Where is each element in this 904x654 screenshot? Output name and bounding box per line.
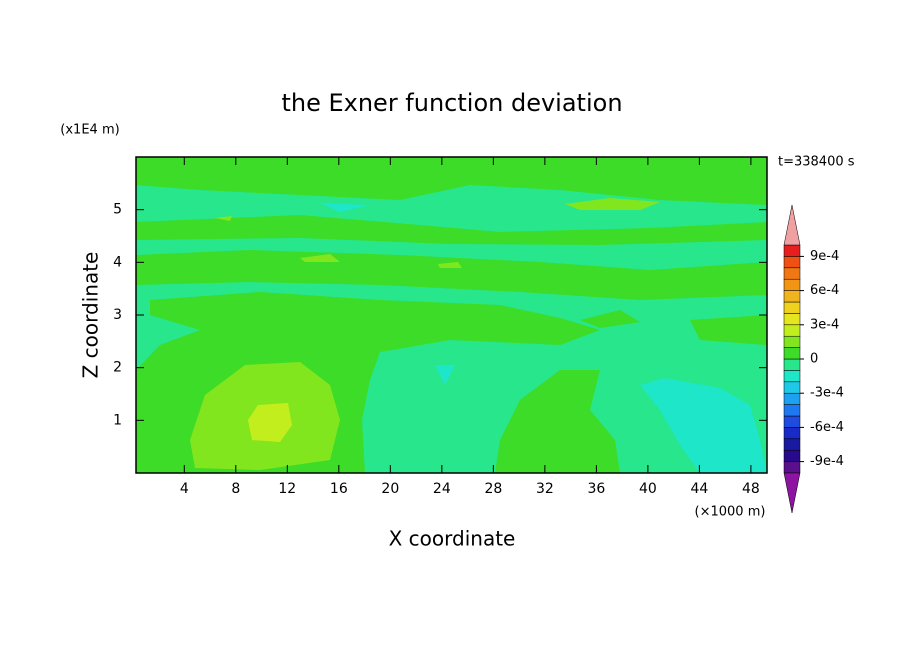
- chart-title: the Exner function deviation: [281, 89, 622, 117]
- x-tick-label: 36: [587, 481, 605, 497]
- x-tick-label: 28: [484, 481, 502, 497]
- colorbar-box: [783, 256, 801, 269]
- colorbar-tick-label: -3e-4: [810, 386, 844, 401]
- contour-region: [136, 215, 767, 245]
- contour-region: [495, 370, 620, 473]
- colorbar-box: [783, 461, 801, 474]
- contour-region: [136, 157, 767, 205]
- colorbar-box: [783, 392, 801, 405]
- colorbar-box: [783, 313, 801, 326]
- y-tick-label: 5: [113, 202, 122, 218]
- colorbar-tick-label: 6e-4: [810, 283, 839, 298]
- contour-region: [248, 403, 292, 442]
- colorbar-box: [783, 427, 801, 440]
- colorbar-tick-label: 0: [810, 352, 818, 367]
- colorbar-box: [783, 335, 801, 348]
- contour-field: [136, 157, 767, 473]
- colorbar-box: [783, 404, 801, 417]
- contour-region: [136, 250, 767, 300]
- colorbar-over: [783, 204, 801, 246]
- contour-region: [320, 203, 767, 473]
- x-tick-label: 8: [231, 481, 240, 497]
- colorbar-box: [783, 415, 801, 428]
- y-tick-label: 2: [113, 360, 122, 376]
- y-unit: (x1E4 m): [60, 123, 119, 138]
- x-tick-label: 48: [742, 481, 760, 497]
- colorbar-box: [783, 370, 801, 383]
- colorbar-tick-label: -6e-4: [810, 420, 844, 435]
- colorbar-box: [783, 244, 801, 257]
- x-axis-label: X coordinate: [389, 527, 516, 551]
- contour-region: [215, 198, 660, 268]
- time-label: t=338400 s: [778, 155, 855, 170]
- x-tick-label: 4: [180, 481, 189, 497]
- colorbar-box: [783, 358, 801, 371]
- colorbar-box: [783, 301, 801, 314]
- x-tick-label: 24: [433, 481, 451, 497]
- colorbar-box: [783, 290, 801, 303]
- colorbar-under: [783, 472, 801, 514]
- x-tick-label: 16: [330, 481, 348, 497]
- colorbar-box: [783, 381, 801, 394]
- x-unit: (×1000 m): [695, 505, 766, 520]
- contour-region: [580, 310, 767, 345]
- y-tick-label: 1: [113, 412, 122, 428]
- colorbar-box: [783, 438, 801, 451]
- colorbar-tick-label: 3e-4: [810, 317, 839, 332]
- y-axis-label: Z coordinate: [79, 252, 103, 379]
- x-tick-label: 40: [639, 481, 657, 497]
- colorbar-box: [783, 449, 801, 462]
- colorbar-tick-label: 9e-4: [810, 249, 839, 264]
- x-tick-label: 20: [381, 481, 399, 497]
- y-tick-label: 3: [113, 307, 122, 323]
- colorbar-tick-label: -9e-4: [810, 454, 844, 469]
- y-tick-label: 4: [113, 254, 122, 270]
- colorbar-box: [783, 267, 801, 280]
- colorbar-box: [783, 347, 801, 360]
- x-tick-label: 32: [536, 481, 554, 497]
- x-tick-label: 12: [278, 481, 296, 497]
- colorbar-box: [783, 278, 801, 291]
- colorbar-box: [783, 324, 801, 337]
- x-tick-label: 44: [690, 481, 708, 497]
